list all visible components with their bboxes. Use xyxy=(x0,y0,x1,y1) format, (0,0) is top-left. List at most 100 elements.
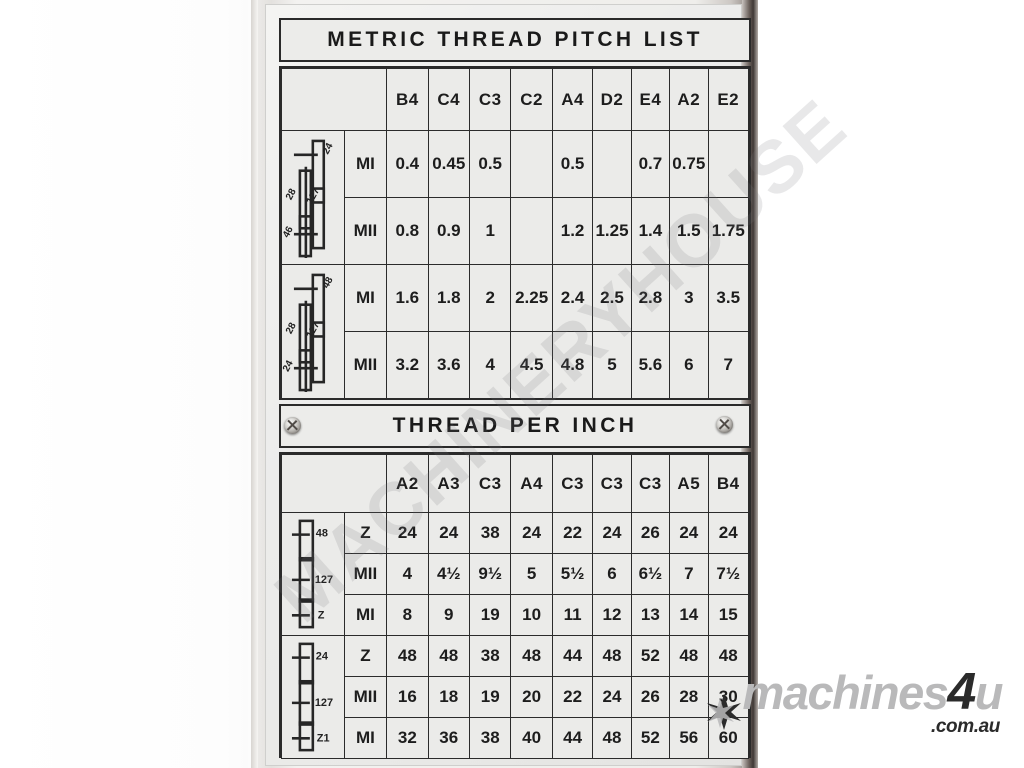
cell-t2-r1-c4: 5½ xyxy=(551,553,594,595)
cell-t2-r1-c2: 9½ xyxy=(468,553,512,595)
row-label-t1-2: MI xyxy=(343,264,388,332)
cell-t2-r0-c8: 24 xyxy=(707,512,749,554)
cell-t2-r4-c6: 26 xyxy=(630,676,671,718)
metric-thread-pitch-table-frame: B4 C4 C3 C2 A4 D2 E4 A2 E2 xyxy=(279,66,751,400)
column-header-t1-5: D2 xyxy=(592,68,632,131)
cell-t1-r1-c8: 1.75 xyxy=(707,197,749,265)
cell-t2-r2-c0: 8 xyxy=(386,594,429,636)
column-header-t1-0: B4 xyxy=(386,68,429,131)
column-header-t2-2: C3 xyxy=(468,454,512,513)
cell-t1-r3-c3: 4.5 xyxy=(510,331,553,399)
cell-t1-r3-c5: 5 xyxy=(592,331,632,399)
cell-t1-r3-c8: 7 xyxy=(707,331,749,399)
table-row: 48 28 127 24 MI 1.6 1.8 2 xyxy=(281,264,749,399)
row-label-t2-5: MI xyxy=(343,717,388,759)
cell-t2-r2-c1: 9 xyxy=(427,594,470,636)
column-header-t2-8: B4 xyxy=(707,454,749,513)
cell-t2-r5-c7: 56 xyxy=(669,717,709,759)
table-row: MI 8 9 19 10 11 12 13 14 15 xyxy=(282,594,749,636)
thread-per-inch-table-frame: A2 A3 C3 A4 C3 C3 C3 A5 B4 xyxy=(279,452,751,759)
column-header-t1-7: A2 xyxy=(669,68,709,131)
cell-t1-r1-c4: 1.2 xyxy=(551,197,594,265)
table-row: MII 16 18 19 20 22 24 26 28 30 xyxy=(282,676,749,718)
svg-text:24: 24 xyxy=(316,651,328,663)
cell-t2-r4-c2: 19 xyxy=(468,676,512,718)
cell-t1-r2-c0: 1.6 xyxy=(386,264,429,332)
cell-t1-r3-c4: 4.8 xyxy=(551,331,594,399)
cell-t2-r2-c8: 15 xyxy=(707,594,749,636)
column-header-t1-8: E2 xyxy=(707,68,749,131)
cell-t2-r5-c0: 32 xyxy=(386,717,429,759)
cell-t2-r4-c5: 24 xyxy=(592,676,632,718)
metric-thread-pitch-title: METRIC THREAD PITCH LIST xyxy=(327,28,703,51)
cell-t1-r3-c7: 6 xyxy=(669,331,709,399)
svg-text:28: 28 xyxy=(284,321,299,336)
gear-train-diagram-b: 48 28 127 24 xyxy=(281,264,345,399)
row-label-t1-3: MII xyxy=(343,331,388,399)
svg-text:24: 24 xyxy=(282,358,296,373)
row-label-t2-2: MI xyxy=(343,594,388,636)
thread-per-inch-title-banner: THREAD PER INCH xyxy=(279,404,751,448)
cell-t1-r0-c2: 0.5 xyxy=(468,130,512,198)
column-header-t2-7: A5 xyxy=(669,454,709,513)
cell-t1-r1-c1: 0.9 xyxy=(427,197,470,265)
column-header-t2-4: C3 xyxy=(551,454,594,513)
cell-t2-r3-c7: 48 xyxy=(669,635,709,677)
cell-t2-r1-c8: 7½ xyxy=(707,553,749,595)
cell-t2-r0-c7: 24 xyxy=(669,512,709,554)
cell-t2-r0-c4: 22 xyxy=(551,512,594,554)
cell-t1-r1-c6: 1.4 xyxy=(630,197,671,265)
cell-t2-r5-c6: 52 xyxy=(630,717,671,759)
table-row: MII 4 4½ 9½ 5 5½ 6 6½ 7 7½ xyxy=(282,553,749,595)
cell-t2-r1-c6: 6½ xyxy=(630,553,671,595)
gear-train-diagram-d: 24 127 Z1 xyxy=(281,635,345,759)
cell-t1-r1-c7: 1.5 xyxy=(669,197,709,265)
svg-text:48: 48 xyxy=(316,528,328,540)
cell-t2-r0-c5: 24 xyxy=(592,512,632,554)
brand-four: 4 xyxy=(947,663,976,722)
cell-t2-r2-c3: 10 xyxy=(510,594,553,636)
metric-thread-pitch-title-banner: METRIC THREAD PITCH LIST xyxy=(279,18,751,62)
cell-t2-r0-c2: 38 xyxy=(468,512,512,554)
cell-t2-r0-c1: 24 xyxy=(427,512,470,554)
cell-t1-r2-c3: 2.25 xyxy=(510,264,553,332)
row-label-t2-0: Z xyxy=(343,512,388,554)
cell-t1-r2-c8: 3.5 xyxy=(707,264,749,332)
gear-train-diagram-c: 48 127 Z xyxy=(281,512,345,636)
cell-t1-r0-c6: 0.7 xyxy=(630,130,671,198)
cell-t2-r1-c0: 4 xyxy=(386,553,429,595)
cell-t2-r3-c6: 52 xyxy=(630,635,671,677)
cell-t1-r3-c2: 4 xyxy=(468,331,512,399)
cell-t2-r0-c0: 24 xyxy=(386,512,429,554)
column-header-t2-6: C3 xyxy=(630,454,671,513)
cell-t1-r0-c1: 0.45 xyxy=(427,130,470,198)
metric-thread-pitch-table: B4 C4 C3 C2 A4 D2 E4 A2 E2 xyxy=(280,68,749,399)
cell-t2-r0-c3: 24 xyxy=(510,512,553,554)
cell-t2-r1-c3: 5 xyxy=(510,553,553,595)
svg-text:24: 24 xyxy=(321,141,336,156)
cell-t1-r0-c4: 0.5 xyxy=(551,130,594,198)
column-header-t2-3: A4 xyxy=(510,454,553,513)
cell-t2-r3-c0: 48 xyxy=(386,635,429,677)
cell-t1-r0-c0: 0.4 xyxy=(386,130,429,198)
thread-per-inch-table: A2 A3 C3 A4 C3 C3 C3 A5 B4 xyxy=(280,454,749,759)
cell-t1-r2-c6: 2.8 xyxy=(630,264,671,332)
cell-t2-r1-c7: 7 xyxy=(669,553,709,595)
table-row: 24 28 127 46 MI 0.4 0.45 0.5 xyxy=(281,130,749,265)
cell-t1-r3-c1: 3.6 xyxy=(427,331,470,399)
plate-screw-right xyxy=(716,416,733,433)
cell-t2-r4-c4: 22 xyxy=(551,676,594,718)
column-header-t1-4: A4 xyxy=(551,68,594,131)
cell-t2-r3-c8: 48 xyxy=(707,635,749,677)
brand-u: u xyxy=(974,666,1004,720)
cell-t2-r5-c3: 40 xyxy=(510,717,553,759)
brand-wordmark: machines4u xyxy=(743,666,1004,720)
column-header-t2-5: C3 xyxy=(592,454,632,513)
table-row: MII 3.2 3.6 4 4.5 4.8 5 5.6 6 7 xyxy=(282,331,749,399)
column-header-t1-1: C4 xyxy=(427,68,470,131)
cell-t2-r1-c5: 6 xyxy=(592,553,632,595)
cell-t1-r3-c0: 3.2 xyxy=(386,331,429,399)
cell-t2-r2-c7: 14 xyxy=(669,594,709,636)
cell-t2-r2-c5: 12 xyxy=(592,594,632,636)
cell-t2-r3-c2: 38 xyxy=(468,635,512,677)
